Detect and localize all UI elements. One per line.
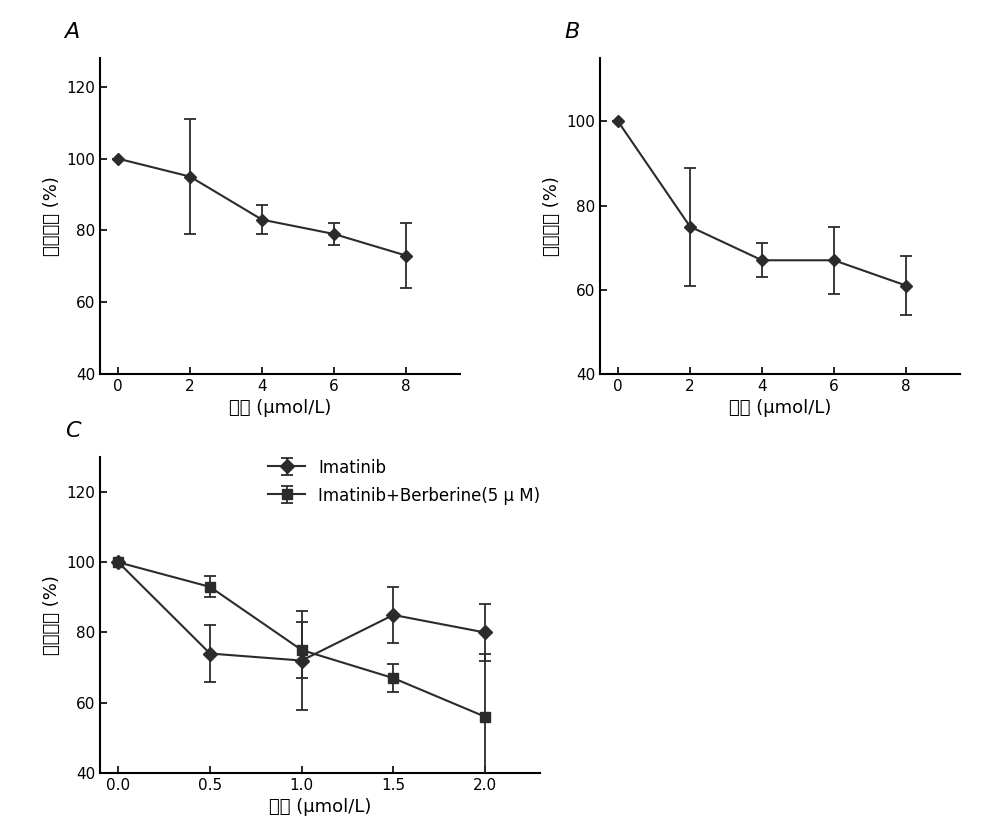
X-axis label: 浓度 (μmol/L): 浓度 (μmol/L) [229,400,331,417]
Text: C: C [65,421,80,441]
Text: B: B [564,22,579,42]
Y-axis label: 相对活度 (%): 相对活度 (%) [43,176,61,256]
Legend: Imatinib, Imatinib+Berberine(5 μ M): Imatinib, Imatinib+Berberine(5 μ M) [268,459,540,505]
X-axis label: 浓度 (μmol/L): 浓度 (μmol/L) [269,799,371,816]
X-axis label: 浓度 (μmol/L): 浓度 (μmol/L) [729,400,831,417]
Y-axis label: 相对活度 (%): 相对活度 (%) [543,176,561,256]
Text: A: A [64,22,79,42]
Y-axis label: 相对活度 (%): 相对活度 (%) [43,575,61,655]
